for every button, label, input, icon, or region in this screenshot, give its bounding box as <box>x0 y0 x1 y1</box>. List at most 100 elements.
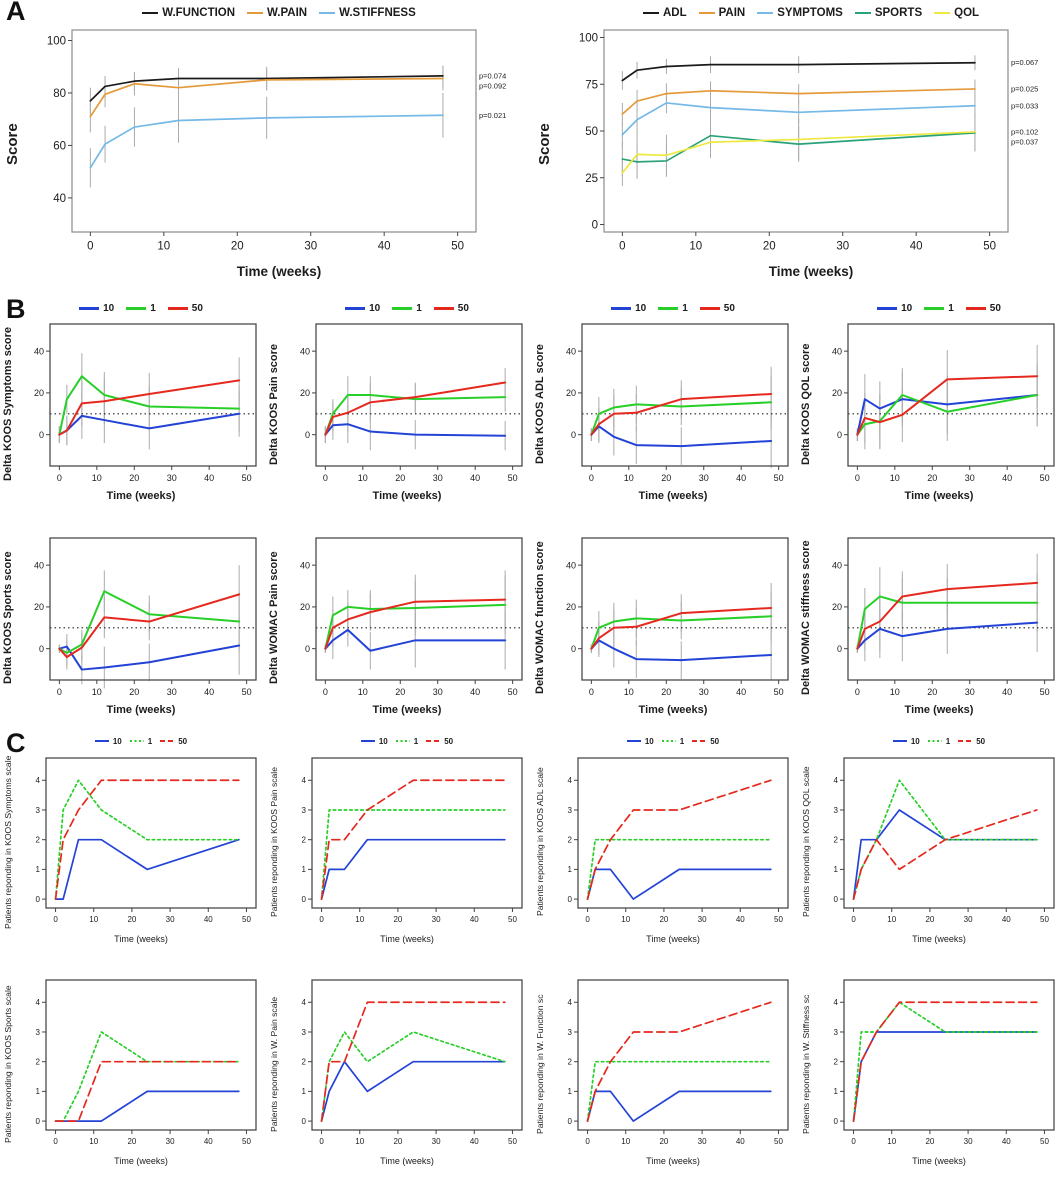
legend-item-1: 1 <box>927 737 950 746</box>
svg-text:20: 20 <box>127 1137 136 1146</box>
svg-text:30: 30 <box>698 1137 707 1146</box>
svg-text:1: 1 <box>302 1087 307 1096</box>
svg-text:0: 0 <box>302 895 307 904</box>
svg-text:10: 10 <box>624 687 634 697</box>
chart-responders-koos-qol: 10 1 50 Patients reponding in KOOS QOL scal… <box>798 732 1064 954</box>
legend-line-icon <box>699 306 720 310</box>
legend-label: W.FUNCTION <box>162 7 236 19</box>
plot-border <box>581 323 789 467</box>
panel-b-charts-row-2: Delta KOOS Sports score 0 10 20 30 40 50 0 20 40 T… <box>0 512 1064 726</box>
svg-text:50: 50 <box>242 687 252 697</box>
x-axis: 0 10 20 30 40 50 <box>851 1130 1049 1146</box>
svg-text:40: 40 <box>34 346 44 356</box>
chart-responders-koos-sports: Patients reponding in KOOS Sports scale 0… <box>0 954 266 1176</box>
legend-item-50: 50 <box>965 303 1001 314</box>
chart-legend <box>548 512 798 532</box>
legend-line-icon <box>142 11 159 15</box>
plot-border <box>577 979 789 1131</box>
svg-text:10: 10 <box>89 915 98 924</box>
series-line-10 <box>58 644 241 671</box>
legend-line-icon <box>433 306 454 310</box>
chart-legend: 10 1 50 <box>548 298 798 318</box>
chart-legend: 10 1 50 <box>282 732 532 750</box>
y-axis: 0 20 40 <box>566 346 582 440</box>
legend-label: QOL <box>954 7 980 19</box>
svg-text:50: 50 <box>585 126 598 138</box>
svg-text:40: 40 <box>300 560 310 570</box>
svg-text:40: 40 <box>470 1137 479 1146</box>
panel-c: C 10 1 50 Patients reponding in KOOS Sympto… <box>0 728 1064 1176</box>
svg-text:1: 1 <box>302 865 307 874</box>
series-line-1 <box>852 779 1038 900</box>
plot-area-delta-womac-function: 0 10 20 30 40 50 0 20 40 <box>566 537 789 697</box>
svg-text:20: 20 <box>393 915 402 924</box>
y-axis: 0 20 40 <box>832 560 848 654</box>
p-value-label: p=0.033 <box>1011 101 1038 110</box>
y-axis: 0 20 40 <box>34 560 50 654</box>
legend-item-pain: PAIN <box>698 7 745 19</box>
svg-text:20: 20 <box>927 473 937 483</box>
series-line-w-pain <box>89 77 444 118</box>
plot-area-delta-womac-stiffness: 0 10 20 30 40 50 0 20 40 <box>832 537 1055 697</box>
svg-text:50: 50 <box>242 1137 251 1146</box>
x-axis-title: Time (weeks) <box>912 1156 966 1166</box>
x-axis: 0 10 20 30 40 50 <box>53 908 251 924</box>
x-axis-title: Time (weeks) <box>638 704 708 716</box>
error-bars <box>590 582 772 680</box>
chart-delta-womac-stiffness: Delta WOMAC stiffness score 0 10 20 30 40 50 0 2… <box>798 512 1064 726</box>
svg-text:30: 30 <box>964 1137 973 1146</box>
x-axis-title: Time (weeks) <box>106 490 176 502</box>
series-line-1 <box>586 838 772 900</box>
legend-label: 50 <box>444 736 454 746</box>
svg-text:0: 0 <box>323 687 328 697</box>
legend-label: ADL <box>662 7 687 19</box>
y-axis-title: Patients reponding in KOOS QOL scale <box>801 766 811 918</box>
panel-a-label: A <box>6 0 26 26</box>
svg-text:50: 50 <box>242 473 252 483</box>
series-line-qol <box>621 131 976 174</box>
plot-area-responders-koos-pain: 0 10 20 30 40 50 0 1 2 3 4 <box>302 757 523 924</box>
series-line-50 <box>58 593 241 659</box>
chart-legend <box>814 512 1064 532</box>
panel-c-label: C <box>6 728 26 758</box>
svg-text:20: 20 <box>661 473 671 483</box>
legend-item-10: 10 <box>611 303 646 314</box>
series-line-50 <box>58 379 241 436</box>
x-axis-title: Time (weeks) <box>372 704 442 716</box>
svg-text:40: 40 <box>378 241 391 253</box>
svg-text:2: 2 <box>36 835 41 844</box>
x-axis: 0 10 20 30 40 50 <box>855 466 1050 483</box>
legend-line-icon <box>927 739 942 743</box>
legend-line-icon <box>658 306 679 310</box>
chart-responders-koos-pain: 10 1 50 Patients reponding in KOOS Pain sca… <box>266 732 532 954</box>
y-axis-title: Score <box>536 123 553 165</box>
x-axis-title: Time (weeks) <box>236 264 322 279</box>
y-axis: 0 20 40 <box>34 346 50 440</box>
legend-label: W.PAIN <box>267 7 308 19</box>
svg-text:4: 4 <box>302 998 307 1007</box>
svg-text:0: 0 <box>619 241 625 253</box>
svg-text:2: 2 <box>834 835 839 844</box>
x-axis: 0 10 20 30 40 50 <box>589 466 784 483</box>
series-line-1 <box>320 1031 506 1122</box>
svg-text:20: 20 <box>832 388 842 398</box>
chart-legend: 10 1 50 <box>16 298 266 318</box>
y-axis: 40 60 80 100 <box>47 36 72 205</box>
svg-text:1: 1 <box>568 865 573 874</box>
plot-border <box>45 757 257 909</box>
svg-text:40: 40 <box>566 560 576 570</box>
chart-legend: ADL PAIN SYMPTOMS SPORTS QOL <box>558 2 1064 24</box>
svg-text:40: 40 <box>470 687 480 697</box>
series-line-10 <box>54 1090 240 1122</box>
plot-area-responders-koos-adl: 0 10 20 30 40 50 0 1 2 3 4 <box>568 757 789 924</box>
x-axis-title: Time (weeks) <box>380 1156 434 1166</box>
legend-item-50: 50 <box>167 303 203 314</box>
legend-item-adl: ADL <box>642 7 687 19</box>
svg-text:10: 10 <box>689 241 702 253</box>
series-line-1 <box>324 394 507 436</box>
svg-text:0: 0 <box>36 1117 41 1126</box>
legend-label: 1 <box>150 302 156 314</box>
x-axis-title: Time (weeks) <box>646 934 700 944</box>
svg-text:20: 20 <box>393 1137 402 1146</box>
svg-text:20: 20 <box>34 602 44 612</box>
